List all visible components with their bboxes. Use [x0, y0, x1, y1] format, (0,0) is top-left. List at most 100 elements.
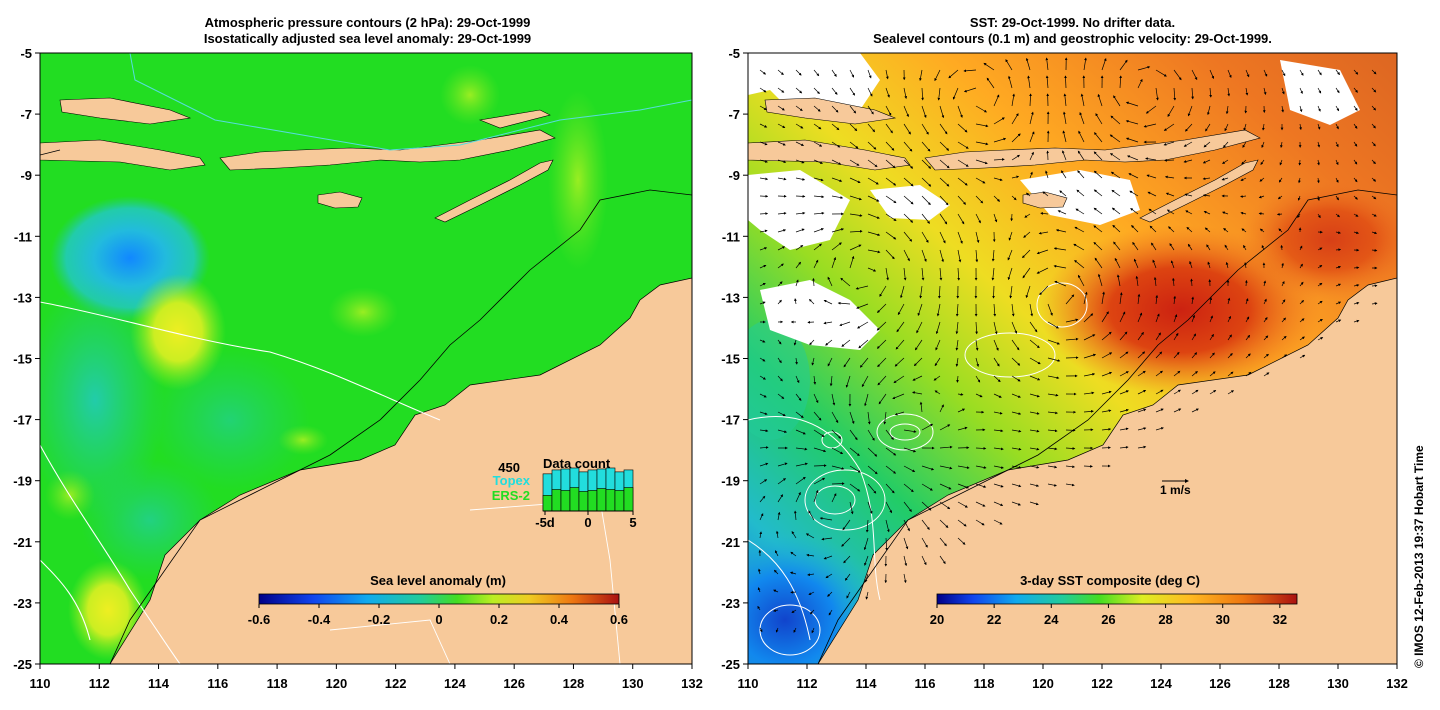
- velocity-arrow: [1186, 226, 1193, 233]
- velocity-arrow: [777, 229, 787, 233]
- velocity-arrow: [1065, 337, 1079, 341]
- velocity-arrow: [903, 573, 907, 584]
- velocity-arrow: [1057, 210, 1067, 215]
- data-count-x-tick-label: -5d: [535, 515, 555, 530]
- sumba-island: [317, 191, 363, 209]
- left-x-axis: 110 112 114 116 118 120 122 124 126 128 130 132: [30, 664, 703, 691]
- velocity-arrow: [795, 69, 802, 76]
- velocity-arrow: [849, 411, 855, 425]
- velocity-arrow: [1011, 93, 1015, 107]
- velocity-arrow: [916, 321, 923, 334]
- velocity-arrow: [759, 339, 766, 343]
- velocity-arrow: [1245, 298, 1249, 305]
- velocity-arrow: [1137, 427, 1147, 431]
- velocity-arrow: [867, 123, 876, 133]
- velocity-arrow: [861, 375, 869, 388]
- velocity-arrow: [790, 551, 797, 557]
- velocity-arrow: [877, 357, 887, 368]
- velocity-arrow: [849, 141, 859, 149]
- velocity-arrow: [1029, 93, 1032, 107]
- velocity-arrow: [1047, 483, 1057, 487]
- velocity-arrow: [934, 390, 941, 395]
- velocity-arrow: [1335, 69, 1340, 76]
- velocity-arrow: [1040, 212, 1049, 215]
- velocity-arrow: [957, 537, 966, 545]
- velocity-arrow: [1080, 93, 1085, 107]
- velocity-arrow: [843, 357, 851, 368]
- velocity-arrow: [885, 105, 892, 116]
- velocity-arrow: [865, 519, 869, 533]
- velocity-arrow: [1097, 93, 1103, 107]
- velocity-arrow: [813, 429, 825, 437]
- velocity-arrow: [1227, 315, 1231, 323]
- velocity-arrow: [846, 591, 851, 599]
- velocity-arrow: [759, 531, 763, 539]
- velocity-arrow: [1189, 260, 1193, 269]
- velocity-arrow: [1245, 334, 1251, 341]
- velocity-arrow: [963, 87, 977, 93]
- velocity-arrow: [1110, 171, 1121, 179]
- right-y-tick-label: -5: [728, 46, 740, 61]
- velocity-arrow: [903, 105, 909, 118]
- velocity-arrow: [1263, 353, 1269, 359]
- velocity-arrow: [1024, 213, 1031, 218]
- velocity-arrow: [1011, 501, 1021, 506]
- velocity-arrow: [793, 339, 797, 346]
- velocity-arrow: [1143, 123, 1157, 128]
- velocity-arrow: [1299, 87, 1303, 95]
- velocity-arrow: [1029, 465, 1040, 469]
- velocity-arrow: [1119, 292, 1123, 305]
- velocity-arrow: [1299, 336, 1305, 341]
- velocity-arrow: [1209, 87, 1213, 98]
- velocity-arrow: [777, 357, 782, 364]
- velocity-arrow: [975, 231, 980, 244]
- velocity-arrow: [1038, 231, 1049, 235]
- velocity-arrow: [813, 411, 822, 421]
- velocity-arrow: [993, 117, 1005, 125]
- velocity-arrow: [819, 517, 833, 521]
- velocity-arrow: [1095, 113, 1103, 125]
- velocity-arrow: [1191, 87, 1195, 100]
- velocity-arrow: [795, 141, 805, 146]
- sla-colorbar-tick-label: 0.4: [550, 612, 569, 627]
- data-count-ers-bar: [560, 490, 571, 512]
- velocity-arrow: [795, 357, 798, 365]
- velocity-arrow: [939, 159, 950, 169]
- sla-light-patch: [548, 90, 608, 270]
- right-x-tick-label: 120: [1032, 676, 1054, 691]
- velocity-arrow: [759, 513, 764, 521]
- velocity-arrow: [1371, 302, 1378, 305]
- velocity-arrow: [811, 627, 815, 634]
- velocity-arrow: [1137, 445, 1147, 449]
- velocity-arrow: [867, 501, 873, 515]
- velocity-arrow: [876, 339, 887, 349]
- velocity-arrow: [1297, 213, 1301, 219]
- sla-colorbar-tick-label: 0.2: [490, 612, 508, 627]
- velocity-arrow: [934, 69, 941, 82]
- velocity-arrow: [808, 591, 815, 595]
- velocity-arrow: [939, 213, 948, 225]
- left-x-tick-label: 120: [326, 676, 348, 691]
- velocity-arrow: [759, 247, 768, 251]
- velocity-arrow: [885, 447, 897, 456]
- velocity-arrow: [1152, 259, 1157, 269]
- velocity-arrow: [1074, 260, 1085, 269]
- velocity-arrow: [957, 195, 967, 205]
- velocity-arrow: [1166, 209, 1175, 215]
- velocity-arrow: [1101, 311, 1109, 323]
- velocity-arrow: [795, 159, 805, 164]
- velocity-arrow: [1146, 174, 1157, 179]
- velocity-arrow: [1113, 241, 1121, 251]
- velocity-arrow: [773, 569, 779, 575]
- left-y-tick-label: -15: [13, 352, 32, 367]
- velocity-arrow: [1074, 226, 1085, 233]
- velocity-arrow: [1011, 133, 1021, 143]
- velocity-arrow: [1119, 331, 1128, 341]
- velocity-arrow: [1155, 332, 1161, 341]
- velocity-arrow: [1299, 354, 1306, 359]
- sst-colorbar-tick-label: 20: [930, 612, 944, 627]
- velocity-arrow: [1298, 177, 1301, 184]
- velocity-arrow: [849, 213, 863, 217]
- velocity-arrow: [1353, 213, 1359, 217]
- velocity-arrow: [759, 462, 769, 467]
